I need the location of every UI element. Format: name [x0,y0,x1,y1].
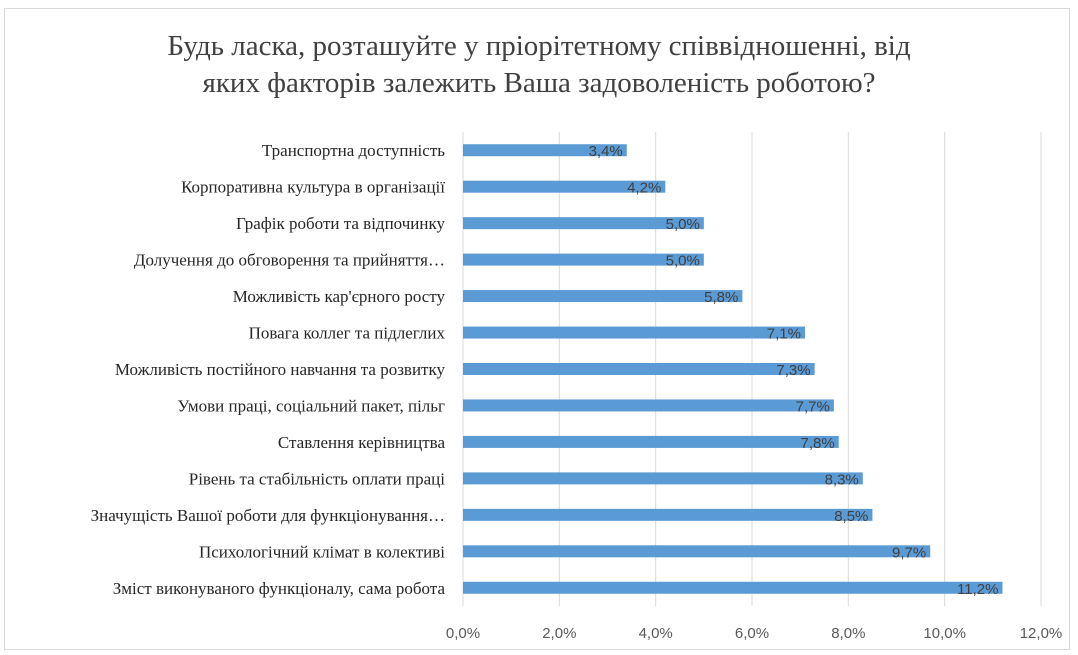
data-label-10: 8,5% [834,508,868,525]
x-tick-label-2: 4,0% [639,625,673,642]
bar-12 [463,581,1003,594]
data-label-0: 3,4% [589,143,623,160]
category-label-7: Умови праці, соціальний пакет, пільг [177,396,445,415]
category-label-0: Транспортна доступність [262,141,445,160]
category-label-6: Можливість постійного навчання та розвит… [115,360,446,379]
data-label-1: 4,2% [627,180,661,197]
bar-0 [463,144,627,157]
x-tick-label-6: 12,0% [1020,625,1063,642]
bar-2 [463,217,704,230]
x-tick-label-0: 0,0% [446,625,480,642]
category-label-8: Ставлення керівництва [278,433,446,452]
x-tick-label-3: 6,0% [735,625,769,642]
chart-title-line-2: яких факторів залежить Ваша задоволеніст… [202,67,876,99]
data-label-2: 5,0% [666,216,700,233]
bar-11 [463,545,931,558]
data-label-8: 7,8% [800,435,834,452]
data-label-11: 9,7% [892,544,926,561]
x-tick-label-5: 10,0% [923,625,966,642]
bar-10 [463,508,873,521]
bar-9 [463,472,863,485]
bar-1 [463,180,666,193]
data-label-9: 8,3% [825,471,859,488]
category-label-3: Долучення до обговорення та прийняття… [134,251,445,270]
bar-4 [463,290,743,303]
category-label-11: Психологічний клімат в колективі [199,542,445,561]
category-label-4: Можливість кар'єрного росту [233,287,446,306]
data-label-3: 5,0% [666,253,700,270]
x-tick-label-4: 8,0% [831,625,865,642]
x-tick-label-1: 2,0% [542,625,576,642]
category-label-5: Повага коллег та підлеглих [249,324,446,343]
chart-title-line-1: Будь ласка, розташуйте у пріорітетному с… [167,30,911,62]
bar-6 [463,363,815,375]
category-label-2: Графік роботи та відпочинку [236,214,446,233]
category-label-9: Рівень та стабільність оплати праці [189,469,446,488]
category-label-10: Значущість Вашої роботи для функціонуван… [91,506,445,525]
bar-5 [463,326,805,339]
category-label-12: Зміст виконуваного функціоналу, сама роб… [113,579,446,598]
category-label-1: Корпоративна культура в організації [181,178,445,197]
bar-7 [463,399,834,412]
data-label-4: 5,8% [704,289,738,306]
bar-3 [463,253,704,266]
data-label-5: 7,1% [767,326,801,343]
bar-8 [463,435,839,448]
data-label-12: 11,2% [957,581,998,598]
data-label-6: 7,3% [776,362,810,379]
chart-title: Будь ласка, розташуйте у пріорітетному с… [0,28,1078,102]
data-label-7: 7,7% [796,398,830,415]
